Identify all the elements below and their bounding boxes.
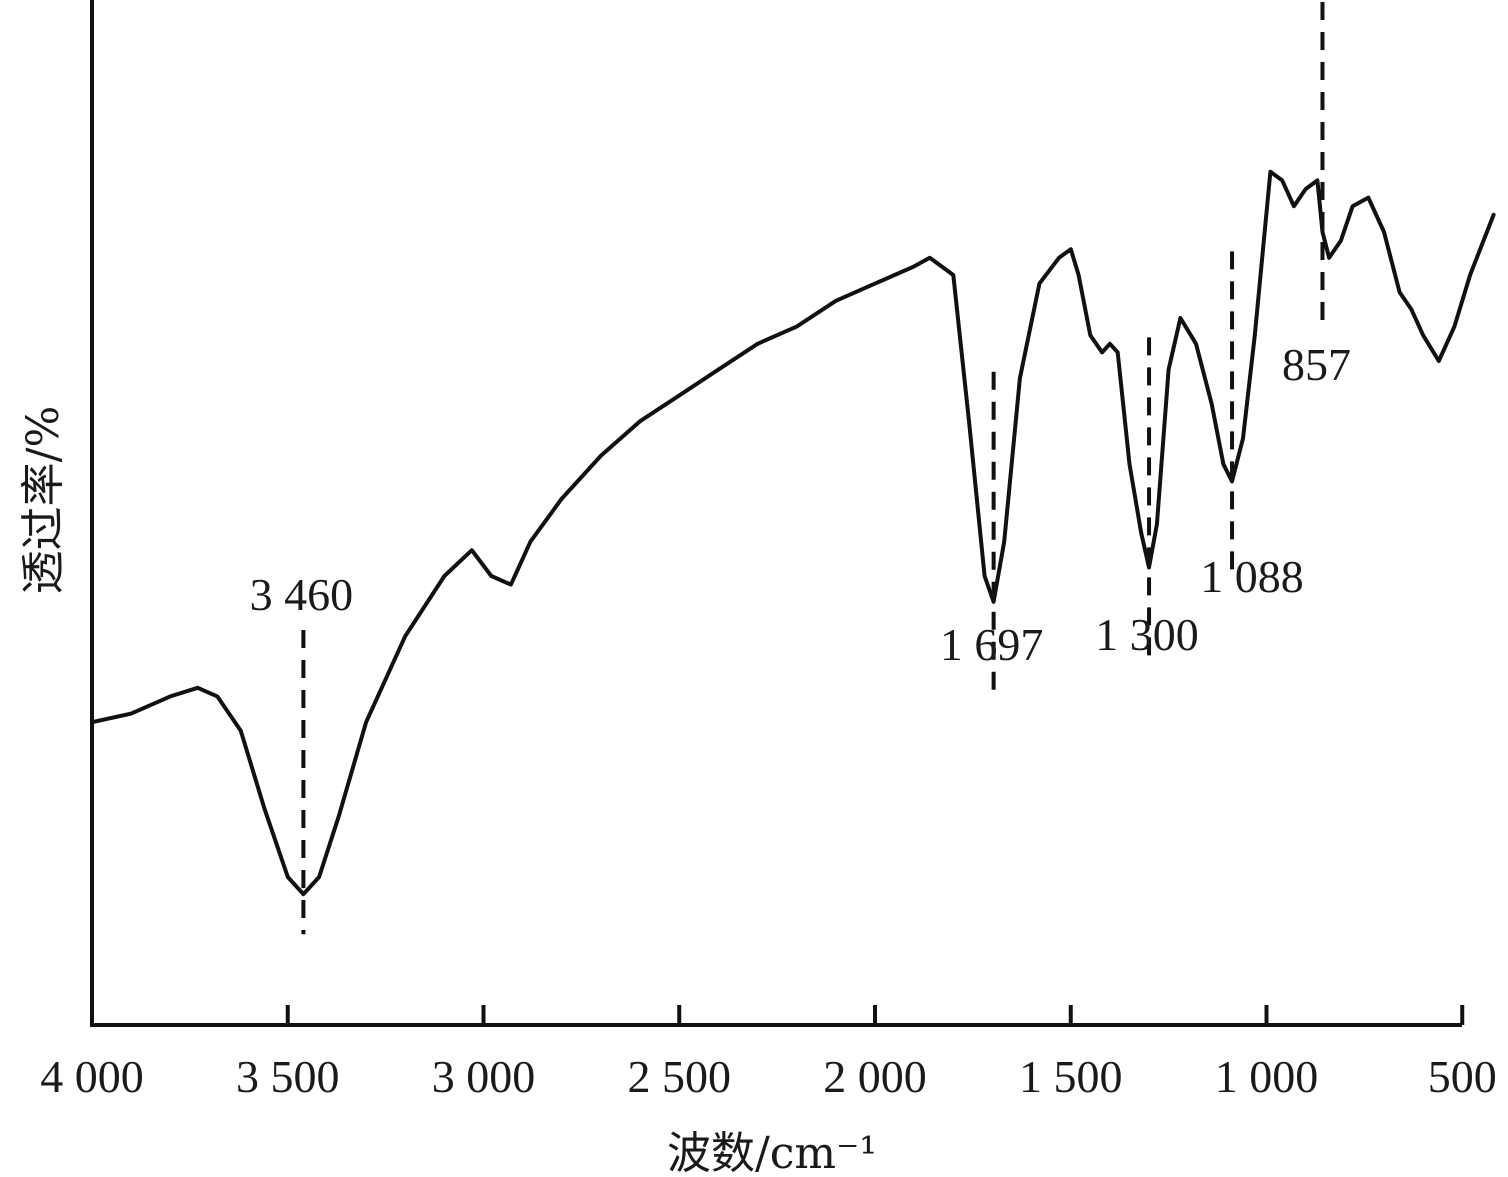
- x-tick-label: 1 500: [1019, 1051, 1123, 1102]
- x-ticks: 4 000 3 500 3 000 2 500 2 000 1 500 1 000 500: [40, 1005, 1497, 1102]
- x-tick-label: 2 500: [628, 1051, 732, 1102]
- peak-label: 1 300: [1095, 609, 1199, 660]
- peak-label: 3 460: [250, 569, 354, 620]
- peak-markers: [301, 2, 1325, 935]
- x-tick-label: 1 000: [1215, 1051, 1319, 1102]
- y-axis-title: 透过率/%: [18, 406, 69, 595]
- spectrum-line: [90, 169, 1496, 897]
- x-tick-label: 500: [1428, 1051, 1497, 1102]
- peak-label: 1 088: [1200, 551, 1304, 602]
- axes: [90, 0, 1462, 1027]
- x-tick-label: 3 000: [432, 1051, 536, 1102]
- peak-label: 857: [1282, 339, 1351, 390]
- peak-label: 1 697: [940, 619, 1044, 670]
- x-tick-label: 4 000: [40, 1051, 144, 1102]
- x-tick-label: 3 500: [236, 1051, 340, 1102]
- x-axis-title: 波数/cm⁻¹: [667, 1128, 877, 1177]
- x-tick-label: 2 000: [823, 1051, 927, 1102]
